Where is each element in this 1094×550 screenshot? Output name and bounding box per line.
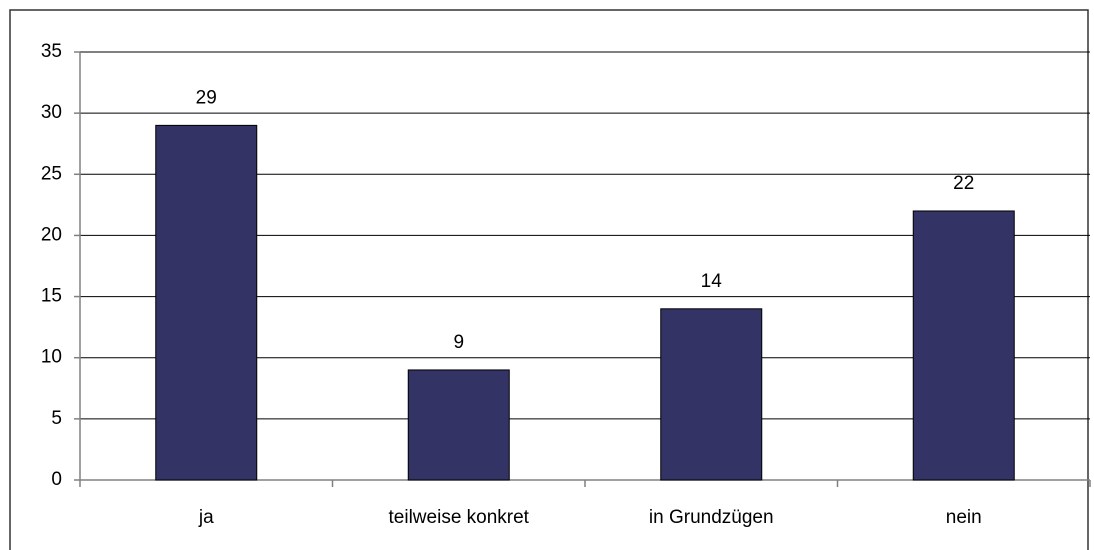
bar	[407, 369, 510, 481]
y-tick-label: 35	[41, 41, 62, 62]
data-label: 29	[196, 87, 217, 108]
data-label: 9	[453, 332, 464, 353]
bar	[660, 308, 763, 481]
bar	[912, 210, 1015, 481]
x-tick-label: nein	[946, 507, 982, 528]
data-label: 14	[701, 271, 723, 292]
y-tick-label: 25	[41, 163, 62, 184]
data-label: 22	[953, 173, 974, 194]
y-tick-label: 15	[41, 286, 62, 307]
x-tick-label: in Grundzügen	[649, 507, 774, 528]
y-tick-label: 20	[41, 224, 62, 245]
x-tick-label: teilweise konkret	[389, 507, 530, 528]
x-tick-label: ja	[198, 507, 214, 528]
y-tick-label: 0	[51, 469, 62, 490]
y-tick-label: 30	[41, 102, 62, 123]
y-tick-label: 10	[41, 347, 62, 368]
y-tick-label: 5	[51, 408, 62, 429]
bar	[155, 124, 258, 481]
